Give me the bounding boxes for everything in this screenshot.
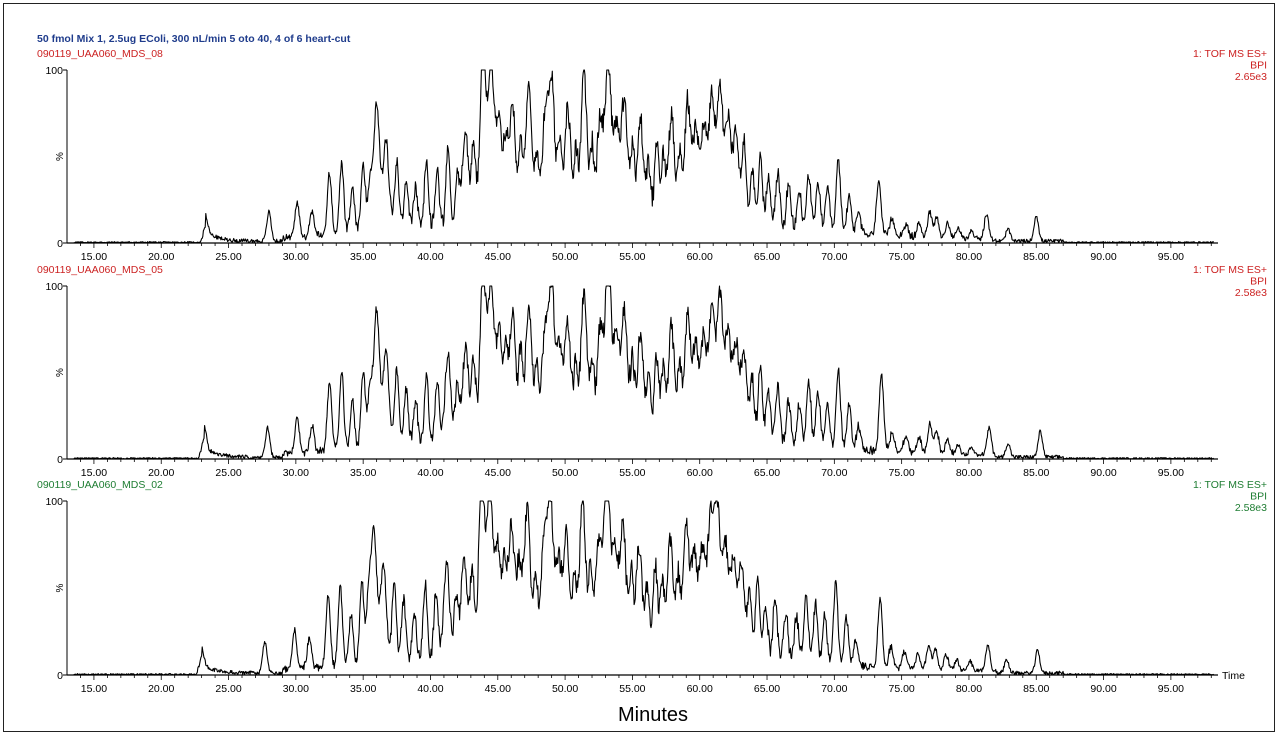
x-tick-label: 15.00 bbox=[81, 251, 107, 263]
x-tick-label: 30.00 bbox=[283, 683, 309, 695]
x-tick-label: 80.00 bbox=[956, 683, 982, 695]
x-tick-label: 45.00 bbox=[485, 467, 511, 479]
x-tick-label: 20.00 bbox=[148, 251, 174, 263]
x-tick-label: 20.00 bbox=[148, 467, 174, 479]
chart-title: 50 fmol Mix 1, 2.5ug EColi, 300 nL/min 5… bbox=[37, 33, 351, 45]
bpi-trace bbox=[73, 69, 1214, 244]
x-axis-title: Minutes bbox=[618, 704, 688, 726]
x-tick-label: 95.00 bbox=[1158, 251, 1184, 263]
x-tick-label: 25.00 bbox=[215, 683, 241, 695]
y-axis-title: % bbox=[55, 152, 66, 161]
x-tick-label: 55.00 bbox=[619, 251, 645, 263]
x-tick-label: 60.00 bbox=[687, 251, 713, 263]
x-tick-label: 80.00 bbox=[956, 251, 982, 263]
x-tick-label: 95.00 bbox=[1158, 683, 1184, 695]
x-tick-label: 15.00 bbox=[81, 683, 107, 695]
instrument-label: 1: TOF MS ES+ bbox=[1193, 264, 1267, 276]
instrument-label: BPI bbox=[1250, 276, 1267, 288]
sample-name: 090119_UAA060_MDS_02 bbox=[37, 479, 163, 491]
chromatogram-panel: 090119_UAA060_MDS_02 1: TOF MS ES+BPI2.58… bbox=[37, 479, 1267, 695]
x-tick-label: 75.00 bbox=[889, 251, 915, 263]
x-tick-label: 55.00 bbox=[619, 467, 645, 479]
x-tick-label: 90.00 bbox=[1090, 251, 1116, 263]
instrument-label: BPI bbox=[1250, 60, 1267, 72]
chromatogram-panel: 090119_UAA060_MDS_08 1: TOF MS ES+BPI2.65… bbox=[37, 48, 1267, 263]
x-tick-label: 45.00 bbox=[485, 683, 511, 695]
instrument-label: 2.58e3 bbox=[1235, 502, 1267, 514]
x-tick-label: 85.00 bbox=[1023, 251, 1049, 263]
instrument-label: 1: TOF MS ES+ bbox=[1193, 479, 1267, 491]
x-tick-label: 40.00 bbox=[417, 467, 443, 479]
x-tick-label: 65.00 bbox=[754, 467, 780, 479]
x-tick-label: 40.00 bbox=[417, 251, 443, 263]
x-tick-label: 35.00 bbox=[350, 251, 376, 263]
instrument-label: 1: TOF MS ES+ bbox=[1193, 48, 1267, 60]
y-tick-label: 0 bbox=[57, 670, 63, 682]
x-tick-label: 50.00 bbox=[552, 467, 578, 479]
sample-name: 090119_UAA060_MDS_05 bbox=[37, 264, 163, 276]
x-tick-label: 55.00 bbox=[619, 683, 645, 695]
x-tick-label: 85.00 bbox=[1023, 683, 1049, 695]
x-tick-label: 35.00 bbox=[350, 683, 376, 695]
y-tick-label: 100 bbox=[45, 496, 63, 508]
y-tick-label: 0 bbox=[57, 454, 63, 466]
x-tick-label: 60.00 bbox=[687, 467, 713, 479]
x-tick-label: 40.00 bbox=[417, 683, 443, 695]
x-tick-label: 65.00 bbox=[754, 251, 780, 263]
x-tick-label: 50.00 bbox=[552, 683, 578, 695]
x-tick-label: 25.00 bbox=[215, 251, 241, 263]
y-tick-label: 100 bbox=[45, 281, 63, 293]
x-tick-label: 50.00 bbox=[552, 251, 578, 263]
bpi-trace bbox=[73, 285, 1215, 460]
x-tick-label: 70.00 bbox=[821, 467, 847, 479]
x-tick-label: 80.00 bbox=[956, 467, 982, 479]
x-tick-label: 60.00 bbox=[687, 683, 713, 695]
bpi-trace bbox=[73, 500, 1215, 676]
x-unit-label: Time bbox=[1222, 670, 1245, 682]
x-tick-label: 70.00 bbox=[821, 683, 847, 695]
sample-name: 090119_UAA060_MDS_08 bbox=[37, 48, 163, 60]
chromatogram-panel: 090119_UAA060_MDS_05 1: TOF MS ES+BPI2.58… bbox=[37, 264, 1267, 479]
x-tick-label: 95.00 bbox=[1158, 467, 1184, 479]
y-tick-label: 0 bbox=[57, 238, 63, 250]
x-tick-label: 25.00 bbox=[215, 467, 241, 479]
y-axis-title: % bbox=[55, 368, 66, 377]
instrument-label: 2.58e3 bbox=[1235, 287, 1267, 299]
instrument-label: 2.65e3 bbox=[1235, 71, 1267, 83]
x-tick-label: 35.00 bbox=[350, 467, 376, 479]
x-tick-label: 30.00 bbox=[283, 251, 309, 263]
x-tick-label: 45.00 bbox=[485, 251, 511, 263]
instrument-label: BPI bbox=[1250, 491, 1267, 503]
y-tick-label: 100 bbox=[45, 65, 63, 77]
x-tick-label: 70.00 bbox=[821, 251, 847, 263]
x-tick-label: 90.00 bbox=[1090, 683, 1116, 695]
x-tick-label: 75.00 bbox=[889, 467, 915, 479]
x-tick-label: 15.00 bbox=[81, 467, 107, 479]
x-tick-label: 20.00 bbox=[148, 683, 174, 695]
x-tick-label: 75.00 bbox=[889, 683, 915, 695]
y-axis-title: % bbox=[55, 583, 66, 592]
x-tick-label: 30.00 bbox=[283, 467, 309, 479]
x-tick-label: 90.00 bbox=[1090, 467, 1116, 479]
figure-frame bbox=[3, 3, 1275, 732]
x-tick-label: 65.00 bbox=[754, 683, 780, 695]
x-tick-label: 85.00 bbox=[1023, 467, 1049, 479]
